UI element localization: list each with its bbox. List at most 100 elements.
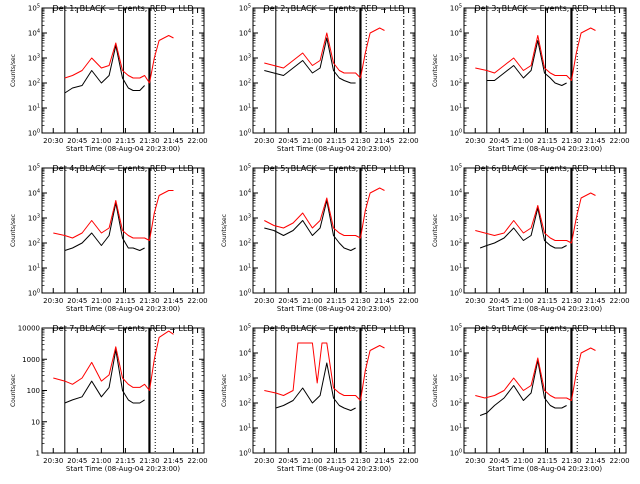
y-tick-label: 102 [450, 239, 462, 248]
y-tick-label: 1 [36, 450, 40, 458]
x-tick-label: 22:00 [609, 137, 629, 145]
x-tick-label: 20:30 [465, 457, 485, 465]
detector-panel-4: Det 4: BLACK = Events, RED = LLD10010110… [10, 164, 208, 314]
series-line-lld [264, 27, 385, 79]
x-tick-label: 21:30 [350, 297, 370, 305]
series-line-lld [475, 27, 596, 81]
x-axis-label: Start Time (08-Aug-04 20:23:00) [488, 465, 602, 473]
y-tick-label: 104 [239, 189, 251, 198]
y-tick-label: 101 [28, 264, 40, 273]
x-tick-label: 22:00 [187, 457, 207, 465]
detector-panel-7: Det 7: BLACK = Events, RED = LLD11010010… [10, 324, 208, 473]
x-tick-label: 20:30 [465, 297, 485, 305]
detector-panel-1: Det 1: BLACK = Events, RED = LLD10010110… [10, 4, 208, 154]
y-tick-label: 104 [239, 349, 251, 358]
y-tick-label: 100 [28, 289, 40, 298]
series-line-lld [64, 35, 174, 84]
y-tick-label: 105 [28, 4, 40, 13]
x-tick-label: 21:15 [326, 297, 346, 305]
series-line-events [64, 202, 145, 251]
y-tick-label: 100 [450, 289, 462, 298]
x-tick-label: 22:00 [398, 297, 418, 305]
y-tick-label: 100 [239, 129, 251, 138]
x-tick-label: 21:45 [585, 297, 605, 305]
x-tick-label: 20:30 [254, 297, 274, 305]
x-tick-label: 20:45 [67, 457, 87, 465]
x-tick-label: 21:15 [537, 137, 557, 145]
y-axis-label: Counts/sec [10, 54, 17, 87]
y-tick-label: 104 [450, 29, 462, 38]
series-line-events [64, 45, 145, 94]
x-tick-label: 20:30 [465, 137, 485, 145]
y-tick-label: 105 [450, 324, 462, 333]
detector-panel-2: Det 2: BLACK = Events, RED = LLD10010110… [239, 4, 419, 154]
x-tick-label: 22:00 [187, 297, 207, 305]
y-tick-label: 105 [450, 164, 462, 173]
y-axis-label: Counts/sec [432, 374, 439, 407]
y-tick-label: 104 [239, 29, 251, 38]
x-tick-label: 21:30 [350, 137, 370, 145]
detector-panel-3: Det 3: BLACK = Events, RED = LLD10010110… [432, 4, 630, 154]
x-tick-label: 22:00 [609, 297, 629, 305]
y-tick-label: 104 [28, 29, 40, 38]
y-tick-label: 105 [28, 164, 40, 173]
y-axis-label: Counts/sec [221, 214, 228, 247]
y-axis-label: Counts/sec [432, 214, 439, 247]
x-tick-label: 20:45 [67, 137, 87, 145]
series-line-events [264, 37, 356, 84]
y-tick-label: 105 [450, 4, 462, 13]
y-tick-label: 103 [239, 214, 251, 223]
x-axis-label: Start Time (08-Aug-04 20:23:00) [66, 465, 180, 473]
x-tick-label: 21:15 [537, 297, 557, 305]
series-line-events [275, 362, 356, 411]
x-tick-label: 21:00 [91, 297, 111, 305]
y-tick-label: 105 [239, 324, 251, 333]
y-tick-label: 101 [450, 104, 462, 113]
x-tick-label: 21:15 [326, 137, 346, 145]
y-tick-label: 103 [450, 374, 462, 383]
x-tick-label: 21:30 [561, 297, 581, 305]
series-line-events [479, 360, 567, 416]
x-tick-label: 20:30 [254, 137, 274, 145]
x-tick-label: 21:15 [537, 457, 557, 465]
x-tick-label: 21:30 [561, 137, 581, 145]
series-line-lld [475, 192, 596, 244]
y-axis-label: Counts/sec [10, 374, 17, 407]
x-tick-label: 21:45 [585, 137, 605, 145]
x-tick-label: 22:00 [187, 137, 207, 145]
x-tick-label: 20:45 [278, 297, 298, 305]
y-tick-label: 100 [450, 449, 462, 458]
x-tick-label: 22:00 [398, 457, 418, 465]
y-tick-label: 100 [239, 449, 251, 458]
y-tick-label: 103 [450, 54, 462, 63]
y-tick-label: 103 [239, 54, 251, 63]
y-tick-label: 102 [239, 79, 251, 88]
y-tick-label: 104 [28, 189, 40, 198]
x-axis-label: Start Time (08-Aug-04 20:23:00) [66, 305, 180, 313]
y-tick-label: 102 [239, 399, 251, 408]
x-tick-label: 21:30 [139, 297, 159, 305]
y-tick-label: 100 [27, 387, 40, 395]
y-tick-label: 101 [28, 104, 40, 113]
y-tick-label: 101 [450, 424, 462, 433]
x-tick-label: 21:45 [374, 137, 394, 145]
x-axis-label: Start Time (08-Aug-04 20:23:00) [277, 305, 391, 313]
x-tick-label: 21:45 [163, 297, 183, 305]
detector-panel-5: Det 5: BLACK = Events, RED = LLD10010110… [221, 164, 419, 314]
detector-panel-6: Det 6: BLACK = Events, RED = LLD10010110… [432, 164, 630, 314]
x-tick-label: 20:30 [254, 457, 274, 465]
x-tick-label: 21:30 [561, 457, 581, 465]
x-tick-label: 22:00 [609, 457, 629, 465]
y-tick-label: 10000 [18, 325, 40, 333]
y-tick-label: 103 [28, 54, 40, 63]
x-tick-label: 20:30 [43, 457, 63, 465]
series-line-lld [264, 187, 385, 239]
y-tick-label: 1000 [22, 356, 40, 364]
detector-panel-9: Det 9: BLACK = Events, RED = LLD10010110… [432, 324, 630, 474]
y-tick-label: 103 [450, 214, 462, 223]
x-tick-label: 21:30 [350, 457, 370, 465]
y-axis-label: Counts/sec [10, 214, 17, 247]
x-tick-label: 20:45 [278, 457, 298, 465]
series-line-events [264, 200, 356, 251]
